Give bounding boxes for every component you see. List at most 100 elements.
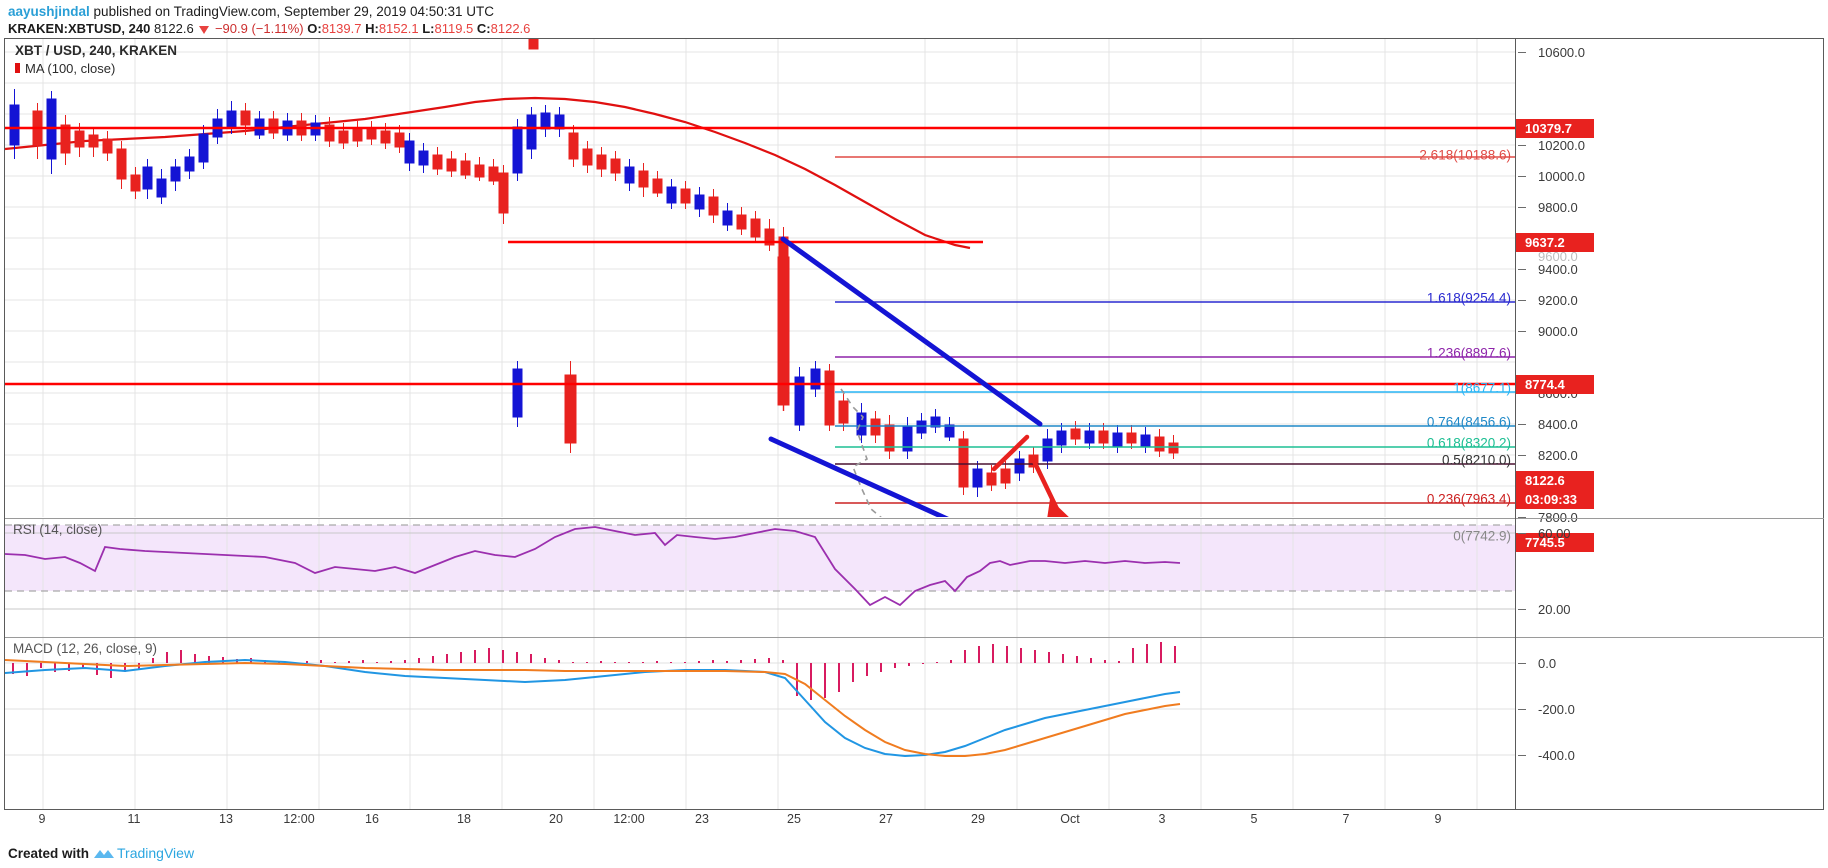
- author-name[interactable]: aayushjindal: [8, 4, 90, 19]
- price-tick: 10000.0: [1538, 169, 1585, 184]
- axis-tickmark: [1518, 663, 1526, 664]
- price-tick-occluded: 9600.0: [1538, 249, 1578, 264]
- low-label: L:: [422, 21, 435, 36]
- macd-tick: 0.0: [1538, 656, 1557, 671]
- fib-label-1: 1(8677.1): [1453, 380, 1511, 396]
- price-tick: 9200.0: [1538, 293, 1578, 308]
- rsi-line: [5, 526, 1181, 607]
- macd-tick: -400.0: [1538, 748, 1575, 763]
- time-tick: 23: [695, 812, 709, 826]
- fib-label-0764: 0.764(8456.6): [1426, 414, 1511, 430]
- time-tick: 16: [365, 812, 379, 826]
- last-price: 8122.6: [153, 21, 194, 36]
- created-with-label: Created with: [8, 846, 90, 861]
- tradingview-logo-icon: [93, 847, 115, 861]
- axis-tickmark: [1518, 755, 1526, 756]
- plot-area[interactable]: XBT / USD, 240, KRAKEN MA (100, close): [5, 39, 1515, 809]
- axis-tickmark: [1518, 52, 1526, 53]
- open-label: O:: [307, 21, 322, 36]
- symbol-quote-line: KRAKEN:XBTUSD, 240 8122.6 −90.9 (−1.11%)…: [8, 21, 530, 36]
- fib-label-0618: 0.618(8320.2): [1426, 435, 1511, 451]
- axis-tickmark: [1518, 176, 1526, 177]
- descending-channel: [768, 236, 1043, 517]
- symbol-label[interactable]: KRAKEN:XBTUSD,: [8, 21, 125, 36]
- chart-frame[interactable]: XBT / USD, 240, KRAKEN MA (100, close): [4, 38, 1824, 810]
- publish-line: aayushjindal published on TradingView.co…: [8, 4, 494, 19]
- price-axis[interactable]: 10600.0 10200.0 10000.0 9800.0 9400.0 92…: [1516, 39, 1824, 552]
- time-tick: 20: [549, 812, 563, 826]
- axis-tickmark: [1518, 331, 1526, 332]
- high-value: 8152.1: [378, 21, 419, 36]
- rsi-chart-svg: [5, 519, 1515, 637]
- time-tick: 29: [971, 812, 985, 826]
- rsi-band-fill: [5, 525, 1515, 591]
- high-label: H:: [365, 21, 379, 36]
- axis-tickmark: [1518, 424, 1526, 425]
- fib-label-1236: 1.236(8897.6): [1426, 345, 1511, 361]
- macd-fast-line: [5, 658, 1181, 758]
- right-axis[interactable]: 10600.0 10200.0 10000.0 9800.0 9400.0 92…: [1515, 39, 1824, 809]
- candlestick-series: [9, 39, 1179, 497]
- price-tick: 8400.0: [1538, 417, 1578, 432]
- time-tick: 13: [219, 812, 233, 826]
- chart-header: aayushjindal published on TradingView.co…: [0, 0, 1828, 36]
- price-change: −90.9 (−1.11%): [214, 21, 304, 36]
- price-badge-countdown[interactable]: 03:09:33: [1516, 490, 1594, 509]
- axis-tickmark: [1518, 455, 1526, 456]
- rsi-tick: 20.00: [1538, 602, 1571, 617]
- time-tick: Oct: [1060, 812, 1080, 826]
- zigzag-projection-path: [840, 388, 882, 517]
- macd-pane[interactable]: MACD (12, 26, close, 9): [5, 637, 1515, 809]
- rsi-vertical-gridlines: [42, 519, 1478, 637]
- triangle-down-icon: [199, 26, 210, 34]
- fib-label-2618: 2.618(10188.6): [1419, 147, 1511, 163]
- price-tick: 10600.0: [1538, 45, 1585, 60]
- macd-tick: -200.0: [1538, 702, 1575, 717]
- rsi-pane[interactable]: RSI (14, close): [5, 518, 1515, 637]
- time-tick: 12:00: [283, 812, 315, 826]
- macd-axis[interactable]: 0.0 -200.0 -400.0: [1516, 637, 1824, 809]
- macd-horizontal-gridlines: [5, 662, 1515, 756]
- macd-chart-svg: [5, 638, 1515, 809]
- time-tick: 9: [1434, 812, 1442, 826]
- open-value: 8139.7: [321, 21, 362, 36]
- close-value: 8122.6: [490, 21, 531, 36]
- price-tick: 9400.0: [1538, 262, 1578, 277]
- time-tick: 7: [1342, 812, 1350, 826]
- time-tick: 3: [1158, 812, 1166, 826]
- horizontal-gridlines: [5, 51, 1515, 487]
- time-tick: 27: [879, 812, 893, 826]
- price-tick: 9800.0: [1538, 200, 1578, 215]
- time-tick: 12:00: [613, 812, 645, 826]
- ma-100-line: [5, 96, 971, 250]
- axis-tickmark: [1518, 145, 1526, 146]
- macd-vertical-gridlines: [42, 638, 1478, 809]
- axis-tickmark: [1518, 709, 1526, 710]
- axis-tickmark: [1518, 269, 1526, 270]
- price-badge-resistance-1[interactable]: 10379.7: [1516, 119, 1594, 138]
- price-chart-svg: [5, 39, 1515, 517]
- down-arrow-projection: [991, 434, 1069, 517]
- fib-label-1618: 1.618(9254.4): [1426, 290, 1511, 306]
- rsi-axis[interactable]: 60.00 20.00: [1516, 518, 1824, 636]
- rsi-tick: 60.00: [1538, 526, 1571, 541]
- fib-retracement-lines: [835, 156, 1515, 504]
- fib-label-0: 0(7742.9): [1453, 528, 1511, 544]
- tradingview-brand[interactable]: TradingView: [117, 845, 195, 861]
- low-value: 8119.5: [434, 21, 474, 36]
- time-tick: 25: [787, 812, 801, 826]
- price-badge-support[interactable]: 7745.5: [1516, 533, 1594, 552]
- resolution-label[interactable]: 240: [128, 21, 151, 36]
- axis-tickmark: [1518, 207, 1526, 208]
- price-badge-last-price[interactable]: 8122.6: [1516, 471, 1594, 490]
- vertical-gridlines: [42, 39, 1478, 517]
- price-badge-resistance-2[interactable]: 9637.2: [1516, 233, 1594, 252]
- time-tick: 5: [1250, 812, 1258, 826]
- time-tick: 11: [127, 812, 141, 826]
- price-badge-resistance-3[interactable]: 8774.4: [1516, 375, 1594, 394]
- footer-credit: Created with TradingView: [8, 845, 194, 861]
- price-pane[interactable]: XBT / USD, 240, KRAKEN MA (100, close): [5, 39, 1515, 517]
- fib-label-0236: 0.236(7963.4): [1426, 491, 1511, 507]
- price-tick: 10200.0: [1538, 138, 1585, 153]
